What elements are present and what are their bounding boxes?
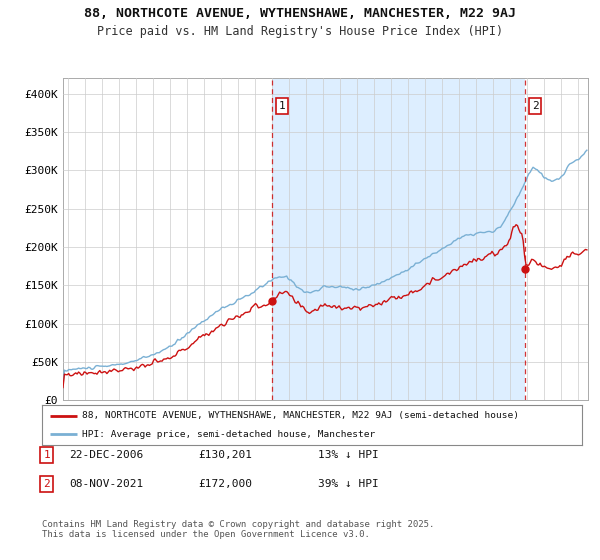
Text: 08-NOV-2021: 08-NOV-2021: [69, 479, 143, 489]
Text: HPI: Average price, semi-detached house, Manchester: HPI: Average price, semi-detached house,…: [83, 430, 376, 439]
Text: 22-DEC-2006: 22-DEC-2006: [69, 450, 143, 460]
Text: 88, NORTHCOTE AVENUE, WYTHENSHAWE, MANCHESTER, M22 9AJ (semi-detached house): 88, NORTHCOTE AVENUE, WYTHENSHAWE, MANCH…: [83, 411, 520, 420]
Text: 2: 2: [43, 479, 50, 489]
Text: 1: 1: [279, 101, 286, 111]
Text: Price paid vs. HM Land Registry's House Price Index (HPI): Price paid vs. HM Land Registry's House …: [97, 25, 503, 38]
Text: £172,000: £172,000: [198, 479, 252, 489]
Bar: [272, 78, 525, 400]
Text: £130,201: £130,201: [198, 450, 252, 460]
Text: 2: 2: [532, 101, 539, 111]
Text: 88, NORTHCOTE AVENUE, WYTHENSHAWE, MANCHESTER, M22 9AJ: 88, NORTHCOTE AVENUE, WYTHENSHAWE, MANCH…: [84, 7, 516, 20]
Text: Contains HM Land Registry data © Crown copyright and database right 2025.
This d: Contains HM Land Registry data © Crown c…: [42, 520, 434, 539]
Text: 1: 1: [43, 450, 50, 460]
Text: 13% ↓ HPI: 13% ↓ HPI: [318, 450, 379, 460]
Text: 39% ↓ HPI: 39% ↓ HPI: [318, 479, 379, 489]
